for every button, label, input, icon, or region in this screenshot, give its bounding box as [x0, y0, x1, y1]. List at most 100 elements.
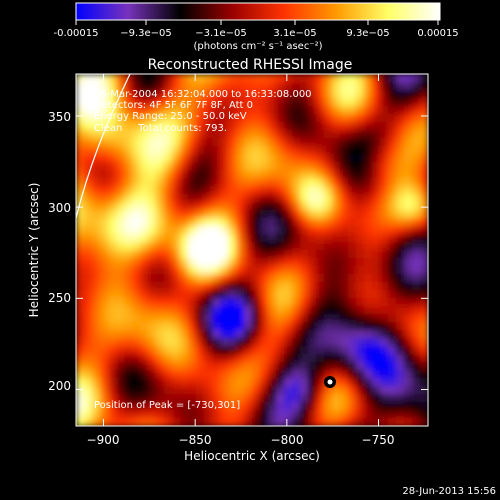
heatmap-cell [356, 370, 365, 379]
heatmap-cell [276, 242, 285, 251]
heatmap-cell [180, 130, 189, 139]
heatmap-cell [380, 234, 389, 243]
heatmap-cell [108, 330, 117, 339]
heatmap-cell [132, 338, 141, 347]
heatmap-cell [124, 378, 133, 387]
heatmap-cell [388, 258, 397, 267]
heatmap-cell [116, 186, 125, 195]
heatmap-cell [388, 82, 397, 91]
heatmap-cell [268, 194, 277, 203]
heatmap-cell [140, 354, 149, 363]
heatmap-cell [212, 338, 221, 347]
heatmap-cell [316, 394, 325, 403]
heatmap-cell [252, 226, 261, 235]
heatmap-cell [196, 74, 205, 83]
heatmap-cell [164, 362, 173, 371]
heatmap-cell [292, 146, 301, 155]
heatmap-cell [252, 282, 261, 291]
heatmap-cell [364, 266, 373, 275]
heatmap-cell [108, 258, 117, 267]
heatmap-cell [236, 370, 245, 379]
heatmap-cell [132, 322, 141, 331]
heatmap-cell [396, 354, 405, 363]
heatmap-cell [276, 178, 285, 187]
heatmap-cell [172, 194, 181, 203]
heatmap-cell [420, 370, 428, 379]
heatmap-cell [388, 218, 397, 227]
heatmap-cell [292, 410, 301, 419]
heatmap-cell [244, 90, 253, 99]
heatmap-cell [236, 106, 245, 115]
heatmap-cell [244, 282, 253, 291]
heatmap-cell [332, 250, 341, 259]
heatmap-cell [316, 418, 325, 426]
heatmap-cell [372, 106, 381, 115]
heatmap-cell [292, 370, 301, 379]
heatmap-cell [212, 98, 221, 107]
heatmap-cell [92, 282, 101, 291]
heatmap-cell [212, 274, 221, 283]
heatmap-cell [268, 274, 277, 283]
heatmap-cell [356, 178, 365, 187]
heatmap-cell [164, 162, 173, 171]
heatmap-cell [132, 362, 141, 371]
heatmap-cell [356, 354, 365, 363]
heatmap-cell [324, 170, 333, 179]
heatmap-cell [196, 306, 205, 315]
heatmap-cell [300, 74, 309, 83]
heatmap-cell [388, 322, 397, 331]
heatmap-cell [412, 282, 421, 291]
heatmap-cell [420, 346, 428, 355]
heatmap-cell [268, 146, 277, 155]
heatmap-cell [212, 370, 221, 379]
heatmap-cell [212, 346, 221, 355]
heatmap-cell [76, 138, 85, 147]
heatmap-cell [100, 242, 109, 251]
heatmap-cell [124, 138, 133, 147]
heatmap-cell [76, 114, 85, 123]
heatmap-cell [124, 418, 133, 426]
heatmap-cell [164, 186, 173, 195]
heatmap-cell [100, 154, 109, 163]
heatmap-cell [220, 154, 229, 163]
heatmap-cell [340, 402, 349, 411]
heatmap-cell [116, 74, 125, 83]
heatmap-cell [108, 410, 117, 419]
heatmap-cell [276, 394, 285, 403]
heatmap-cell [116, 346, 125, 355]
heatmap-cell [108, 146, 117, 155]
heatmap-cell [404, 194, 413, 203]
heatmap-cell [140, 402, 149, 411]
heatmap-cell [244, 122, 253, 131]
heatmap-cell [260, 410, 269, 419]
heatmap-cell [228, 170, 237, 179]
heatmap-cell [196, 298, 205, 307]
heatmap-cell [204, 114, 213, 123]
heatmap-cell [196, 402, 205, 411]
heatmap-cell [244, 338, 253, 347]
heatmap-cell [316, 170, 325, 179]
solar-limb-line [76, 74, 131, 219]
heatmap-cell [388, 114, 397, 123]
heatmap-cell [324, 330, 333, 339]
heatmap-cell [116, 82, 125, 91]
heatmap-cell [84, 306, 93, 315]
heatmap-cell [76, 330, 85, 339]
heatmap-cell [132, 74, 141, 83]
heatmap-cell [84, 282, 93, 291]
heatmap-cell [316, 242, 325, 251]
heatmap-cell [412, 274, 421, 283]
heatmap-cell [132, 410, 141, 419]
heatmap-cell [140, 290, 149, 299]
heatmap-cell [276, 98, 285, 107]
heatmap-cell [108, 266, 117, 275]
heatmap-cell [300, 138, 309, 147]
heatmap-cell [404, 370, 413, 379]
heatmap-cell [172, 410, 181, 419]
heatmap-cell [196, 330, 205, 339]
heatmap-cell [268, 130, 277, 139]
heatmap-cell [244, 82, 253, 91]
heatmap-cell [276, 298, 285, 307]
heatmap-cell [420, 418, 428, 426]
heatmap-cell [76, 90, 85, 99]
